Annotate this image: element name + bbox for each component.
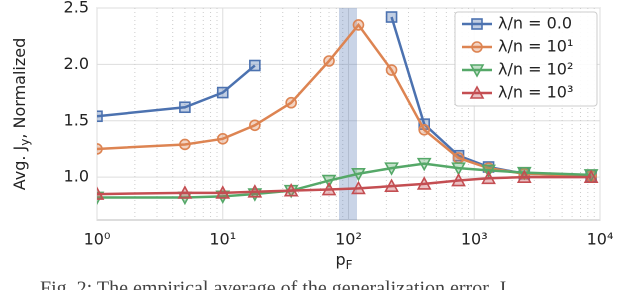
marker <box>418 123 431 136</box>
marker <box>97 186 105 200</box>
marker <box>249 59 261 72</box>
legend-marker <box>469 85 485 99</box>
marker <box>351 180 366 195</box>
marker <box>215 185 231 199</box>
x-tick-label: 10² <box>335 230 362 249</box>
y-tick-label: 2.0 <box>64 54 89 73</box>
series-line <box>97 22 592 178</box>
marker <box>452 152 465 164</box>
marker <box>249 119 261 132</box>
marker <box>451 172 466 187</box>
x-tick-label: 10¹ <box>209 230 236 249</box>
legend-marker <box>471 18 483 30</box>
marker <box>323 55 335 67</box>
legend-label: λ/n = 10³ <box>498 83 573 102</box>
x-tick-label: 10⁴ <box>587 230 614 249</box>
x-tick-label: 10⁰ <box>84 230 111 249</box>
marker <box>384 178 399 192</box>
marker <box>216 133 229 145</box>
marker <box>283 183 299 197</box>
vertical-band <box>339 8 357 220</box>
marker <box>285 96 297 109</box>
legend-marker <box>471 41 483 53</box>
legend <box>454 11 598 107</box>
marker <box>97 143 103 155</box>
series-line <box>97 162 592 199</box>
marker <box>416 157 432 172</box>
x-tick-label: 10³ <box>461 230 488 249</box>
marker <box>216 86 229 99</box>
x-axis-label: pF <box>335 250 352 272</box>
legend-marker <box>469 64 485 78</box>
marker <box>177 185 193 199</box>
marker <box>385 11 398 23</box>
marker <box>385 64 398 76</box>
marker <box>516 166 532 181</box>
marker <box>179 138 191 151</box>
legend-label: λ/n = 10¹ <box>498 37 573 56</box>
legend-label: λ/n = 10² <box>498 60 573 79</box>
marker <box>351 167 366 182</box>
marker <box>583 169 599 183</box>
lines <box>97 11 599 206</box>
marker <box>384 162 399 176</box>
marker <box>451 162 466 176</box>
marker <box>416 176 432 190</box>
caption: Fig. 2: The empirical average of the gen… <box>40 278 506 290</box>
marker <box>352 19 365 31</box>
y-tick-label: 1.5 <box>64 110 89 129</box>
marker <box>321 174 337 189</box>
marker <box>247 184 263 198</box>
y-axis-label: Avg. Jy, Normalized <box>10 38 32 191</box>
legend-label: λ/n = 0.0 <box>498 14 572 33</box>
marker <box>97 110 103 123</box>
y-tick-label: 1.0 <box>64 167 89 186</box>
y-tick-label: 2.5 <box>64 0 89 17</box>
marker <box>481 170 496 185</box>
marker <box>321 181 337 196</box>
marker <box>516 169 532 183</box>
marker <box>179 101 191 114</box>
series-line <box>97 175 592 196</box>
